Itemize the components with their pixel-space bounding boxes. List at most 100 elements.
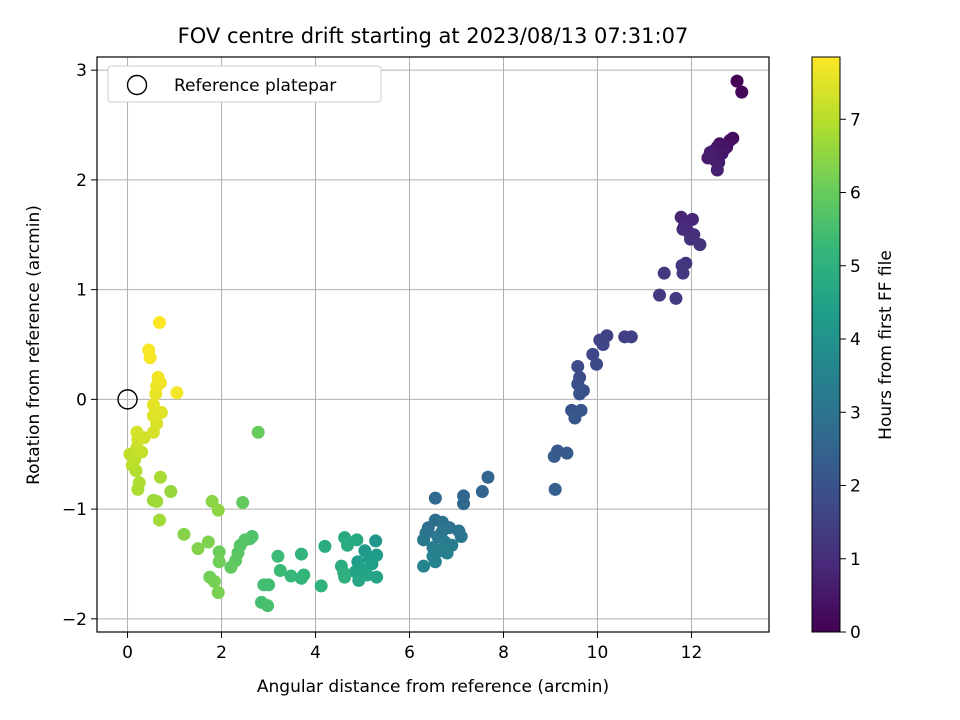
y-tick-label: 3	[76, 61, 87, 81]
chart-title: FOV centre drift starting at 2023/08/13 …	[178, 24, 689, 48]
data-point	[211, 503, 225, 517]
data-point	[568, 411, 582, 425]
colorbar: 0 1 2 3 4 5 6 7 Hours from first FF file	[811, 56, 896, 643]
data-point	[428, 555, 442, 569]
data-point	[735, 85, 749, 99]
plot-frame	[96, 56, 770, 633]
reference-platepar-marker	[117, 389, 138, 410]
data-point	[191, 542, 205, 556]
colorbar-tick-label: 0	[850, 623, 861, 643]
data-point	[177, 527, 191, 541]
data-point	[370, 570, 384, 584]
data-point	[284, 569, 298, 583]
data-point	[590, 357, 604, 371]
data-point	[715, 147, 729, 161]
data-point	[236, 496, 250, 510]
data-point	[435, 524, 449, 538]
colorbar-tick-label: 3	[850, 403, 861, 423]
data-point	[224, 560, 238, 574]
legend-reference-marker	[126, 74, 148, 96]
colorbar-label: Hours from first FF file	[876, 250, 896, 440]
data-point	[365, 557, 379, 571]
data-point	[318, 539, 332, 553]
data-point	[338, 570, 352, 584]
data-point	[710, 163, 724, 177]
data-point	[153, 470, 167, 484]
data-point	[560, 446, 574, 460]
data-point	[273, 564, 287, 578]
colorbar-tick-label: 1	[850, 550, 861, 570]
data-point	[294, 571, 308, 585]
data-point	[207, 575, 221, 589]
data-point	[657, 266, 671, 280]
data-point	[677, 219, 691, 233]
data-point	[454, 530, 468, 544]
data-point	[151, 370, 165, 384]
data-point	[653, 288, 667, 302]
data-point	[294, 547, 308, 561]
legend: Reference platepar	[107, 65, 382, 103]
data-point	[684, 232, 698, 246]
data-point	[475, 485, 489, 499]
data-points	[123, 74, 749, 613]
data-point	[586, 347, 600, 361]
legend-entry: Reference platepar	[174, 76, 336, 96]
colorbar-tick-label: 5	[850, 257, 861, 277]
data-point	[153, 316, 167, 330]
data-point	[730, 74, 744, 88]
data-point	[369, 534, 383, 548]
x-tick-label: 2	[216, 643, 227, 663]
x-tick-label: 10	[587, 643, 609, 663]
colorbar-tick-label: 7	[850, 110, 861, 130]
data-point	[693, 238, 707, 252]
data-point	[548, 482, 562, 496]
data-point	[676, 266, 690, 280]
y-axis-label: Rotation from reference (arcmin)	[24, 205, 44, 485]
data-point	[130, 425, 144, 439]
data-point	[571, 359, 585, 373]
data-point	[132, 476, 146, 490]
data-point	[417, 559, 431, 573]
data-point	[314, 579, 328, 593]
y-axis-ticks: −2 −1 0 1 2 3	[62, 61, 97, 630]
y-tick-label: −1	[62, 500, 87, 520]
data-point	[340, 538, 354, 552]
y-tick-label: 2	[76, 171, 87, 191]
data-point	[352, 573, 366, 587]
data-point	[350, 533, 364, 547]
x-axis-ticks: 0 2 4 6 8 10 12	[122, 632, 702, 663]
data-point	[150, 494, 164, 508]
data-point	[440, 546, 454, 560]
x-tick-label: 8	[498, 643, 509, 663]
data-point	[271, 549, 285, 563]
data-point	[624, 330, 638, 344]
data-point	[547, 449, 561, 463]
data-point	[261, 599, 275, 613]
data-point	[251, 425, 265, 439]
data-point	[164, 485, 178, 499]
data-point	[201, 535, 215, 549]
data-point	[703, 145, 717, 159]
data-point	[212, 545, 226, 559]
data-point	[153, 513, 167, 527]
data-point	[211, 585, 225, 599]
data-point	[212, 555, 226, 569]
y-tick-label: −2	[62, 610, 87, 630]
x-tick-label: 6	[404, 643, 415, 663]
colorbar-gradient	[811, 56, 841, 633]
x-axis-label: Angular distance from reference (arcmin)	[257, 677, 609, 697]
data-point	[481, 470, 495, 484]
data-point	[257, 578, 271, 592]
data-point	[596, 338, 610, 351]
x-tick-label: 12	[681, 643, 703, 663]
data-point	[573, 387, 587, 401]
data-point	[457, 497, 471, 511]
x-tick-label: 0	[122, 643, 133, 663]
data-point	[417, 533, 431, 547]
colorbar-tick-label: 4	[850, 330, 861, 350]
data-point	[428, 491, 442, 505]
colorbar-ticks: 0 1 2 3 4 5 6 7	[840, 110, 861, 643]
x-tick-label: 4	[310, 643, 321, 663]
colorbar-tick-label: 2	[850, 477, 861, 497]
